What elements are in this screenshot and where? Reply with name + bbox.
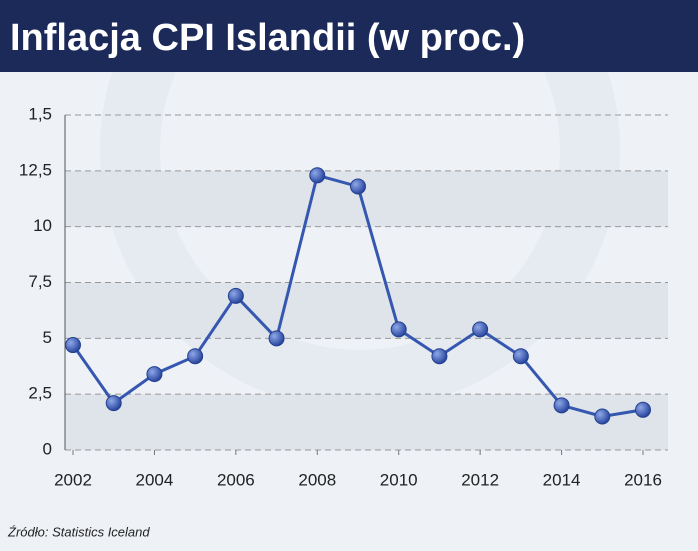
x-tick-label: 2012 [461,470,499,489]
x-tick-label: 2008 [298,470,336,489]
point [187,348,204,365]
point [431,348,448,365]
y-tick-label: 2,5 [28,384,52,403]
source: Źródło: Statistics Iceland [7,524,150,539]
point [227,287,244,304]
point [268,330,285,347]
point [553,397,570,414]
x-tick-label: 2002 [54,470,92,489]
x-tick-label: 2016 [624,470,662,489]
point [309,167,326,184]
point [594,408,611,425]
header [0,0,698,72]
x-tick-label: 2006 [217,470,255,489]
point [390,321,407,338]
x-tick-label: 2014 [543,470,581,489]
point [105,395,122,412]
y-tick-label: 12,5 [19,160,52,179]
point [472,321,489,338]
point [512,348,529,365]
point [65,337,81,354]
y-tick-label: 10 [33,216,52,235]
point [146,366,163,383]
y-tick-label: 7,5 [28,272,52,291]
watermark [100,0,620,410]
y-tick-label: 5 [43,328,52,347]
point [635,401,651,418]
x-tick-label: 2010 [380,470,418,489]
band [65,394,668,450]
band [65,282,668,339]
y-tick-label: 1,5 [28,104,52,123]
point [350,178,366,195]
chart-title: Inflacja CPI Islandii (w proc.) [10,17,525,59]
x-tick-label: 2004 [136,470,174,489]
y-tick-label: 0 [43,439,52,458]
